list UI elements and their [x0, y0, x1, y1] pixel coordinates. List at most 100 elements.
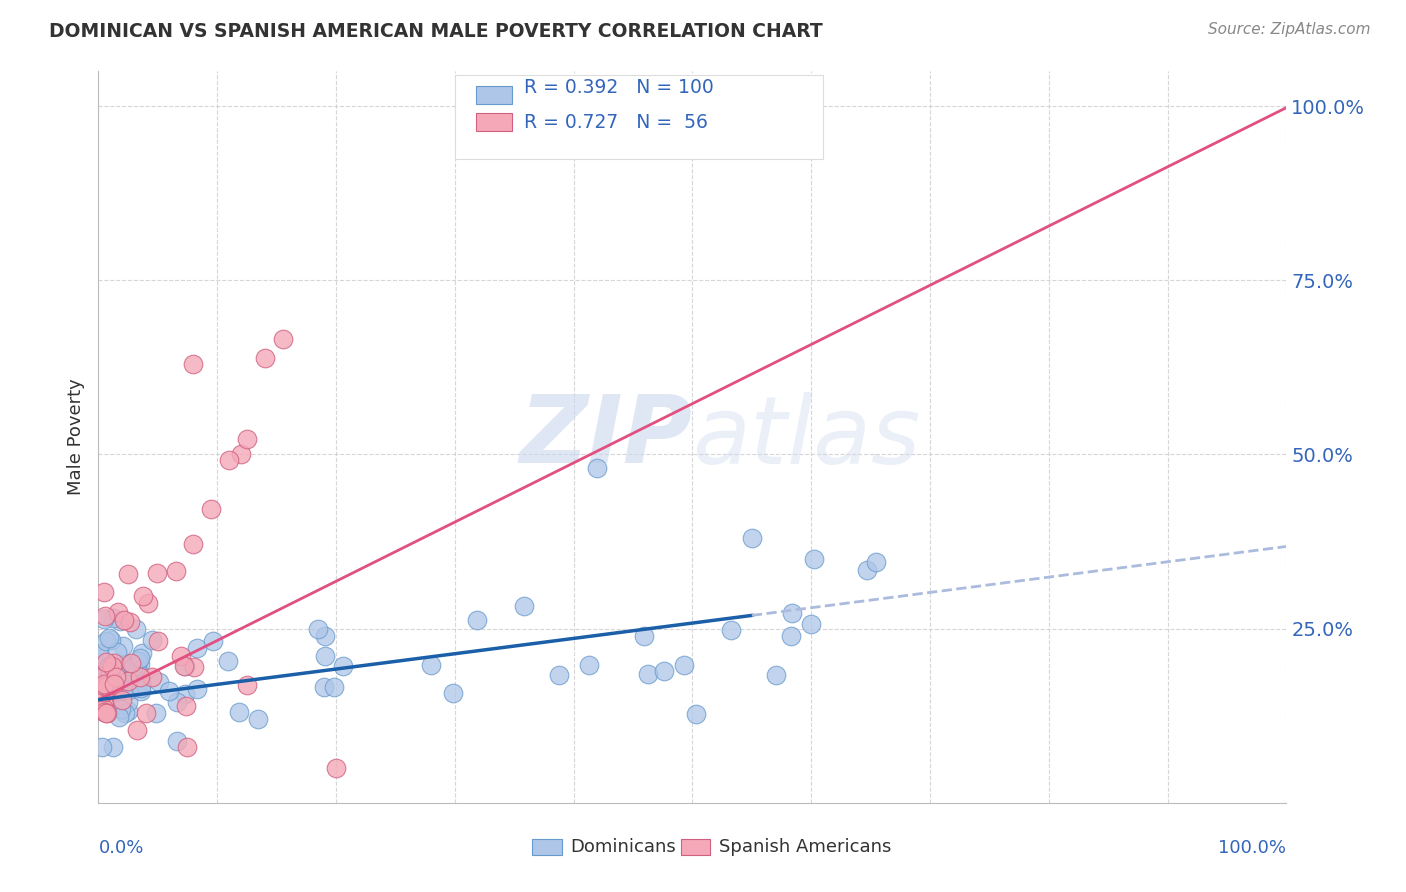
Dominicans — [586, 461, 609, 475]
Spanish Americans — [325, 761, 347, 775]
Dominicans — [420, 658, 443, 673]
Text: 100.0%: 100.0% — [1219, 839, 1286, 857]
Dominicans — [87, 669, 110, 683]
Dominicans — [117, 673, 139, 688]
Dominicans — [865, 555, 887, 569]
Spanish Americans — [229, 448, 252, 462]
Spanish Americans — [183, 537, 205, 551]
Dominicans — [217, 654, 239, 668]
Spanish Americans — [93, 608, 115, 623]
Dominicans — [108, 682, 131, 697]
Spanish Americans — [96, 679, 118, 693]
Text: R = 0.392   N = 100: R = 0.392 N = 100 — [524, 78, 713, 97]
Dominicans — [105, 645, 128, 659]
Dominicans — [98, 698, 121, 712]
Spanish Americans — [94, 688, 117, 702]
Dominicans — [107, 674, 129, 689]
FancyBboxPatch shape — [477, 86, 512, 104]
Spanish Americans — [120, 656, 142, 670]
Dominicans — [89, 679, 111, 693]
Dominicans — [148, 674, 170, 689]
Spanish Americans — [112, 613, 135, 627]
Spanish Americans — [183, 357, 205, 371]
Dominicans — [100, 632, 122, 647]
Spanish Americans — [125, 723, 148, 738]
Dominicans — [323, 680, 346, 694]
Text: R = 0.727   N =  56: R = 0.727 N = 56 — [524, 112, 707, 132]
Spanish Americans — [236, 432, 259, 446]
FancyBboxPatch shape — [531, 839, 562, 855]
Spanish Americans — [236, 677, 259, 691]
Dominicans — [114, 706, 136, 721]
Spanish Americans — [100, 658, 122, 673]
Dominicans — [128, 668, 150, 682]
Dominicans — [105, 665, 128, 680]
Dominicans — [332, 658, 354, 673]
Dominicans — [108, 615, 131, 629]
Spanish Americans — [253, 351, 276, 365]
Dominicans — [166, 695, 188, 709]
Spanish Americans — [93, 685, 115, 699]
Dominicans — [120, 673, 142, 688]
Spanish Americans — [93, 678, 115, 692]
FancyBboxPatch shape — [456, 75, 823, 159]
Text: Dominicans: Dominicans — [569, 838, 676, 856]
Spanish Americans — [107, 606, 129, 620]
Spanish Americans — [100, 665, 122, 679]
Dominicans — [145, 706, 167, 720]
Dominicans — [107, 678, 129, 692]
Dominicans — [98, 631, 121, 645]
Dominicans — [314, 680, 336, 694]
Dominicans — [98, 659, 121, 673]
Dominicans — [127, 655, 149, 669]
Spanish Americans — [93, 669, 115, 683]
Spanish Americans — [111, 692, 134, 706]
Spanish Americans — [93, 679, 115, 693]
Dominicans — [186, 641, 208, 656]
Dominicans — [117, 657, 139, 671]
Spanish Americans — [103, 656, 125, 670]
Spanish Americans — [200, 502, 222, 516]
Dominicans — [108, 709, 131, 723]
Dominicans — [765, 668, 787, 682]
Dominicans — [117, 682, 139, 697]
Dominicans — [117, 695, 139, 709]
Spanish Americans — [93, 585, 115, 599]
Dominicans — [129, 683, 152, 698]
Dominicans — [512, 599, 534, 613]
Dominicans — [314, 648, 336, 663]
Dominicans — [104, 680, 127, 694]
Dominicans — [91, 659, 114, 673]
Spanish Americans — [176, 740, 198, 755]
Dominicans — [131, 646, 153, 660]
Dominicans — [125, 661, 148, 675]
Dominicans — [89, 646, 111, 660]
Dominicans — [101, 740, 124, 755]
Spanish Americans — [96, 706, 118, 720]
Dominicans — [314, 629, 336, 643]
Dominicans — [121, 660, 143, 674]
Text: 0.0%: 0.0% — [98, 839, 143, 857]
Dominicans — [93, 696, 115, 710]
Spanish Americans — [93, 679, 115, 693]
Spanish Americans — [271, 332, 294, 346]
Dominicans — [101, 665, 124, 680]
Y-axis label: Male Poverty: Male Poverty — [66, 379, 84, 495]
Dominicans — [780, 629, 803, 643]
Dominicans — [93, 674, 115, 689]
Spanish Americans — [93, 702, 115, 716]
Dominicans — [101, 669, 124, 683]
Dominicans — [741, 531, 763, 545]
Dominicans — [548, 668, 571, 682]
Dominicans — [129, 676, 152, 690]
Dominicans — [90, 740, 112, 755]
Text: DOMINICAN VS SPANISH AMERICAN MALE POVERTY CORRELATION CHART: DOMINICAN VS SPANISH AMERICAN MALE POVER… — [49, 22, 823, 41]
Spanish Americans — [136, 596, 159, 610]
Spanish Americans — [135, 706, 157, 721]
Spanish Americans — [94, 656, 117, 670]
Text: atlas: atlas — [692, 392, 921, 483]
Dominicans — [125, 681, 148, 696]
Dominicans — [97, 660, 120, 674]
Spanish Americans — [93, 705, 115, 719]
Dominicans — [633, 629, 655, 643]
